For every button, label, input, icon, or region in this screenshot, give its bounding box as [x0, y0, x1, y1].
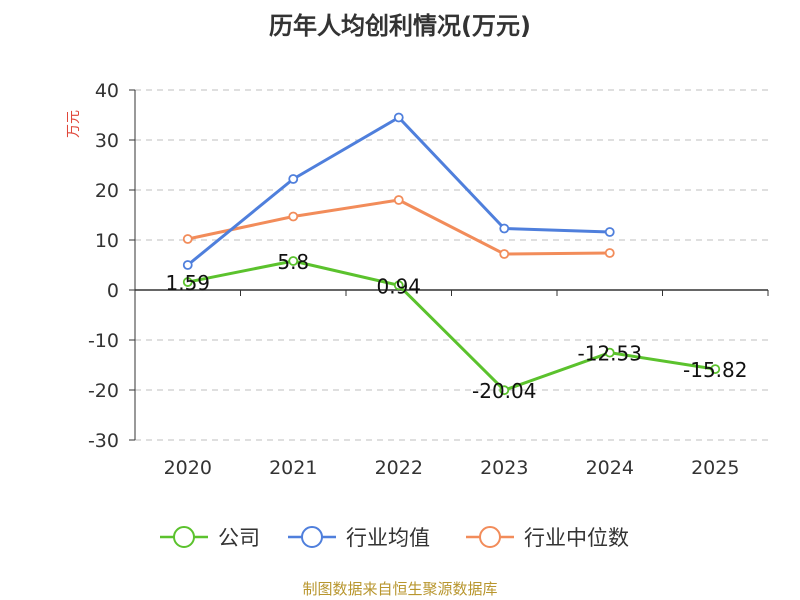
grid-lines: [135, 89, 768, 441]
data-point: [182, 277, 193, 287]
data-label: -20.04: [472, 379, 536, 403]
y-axis-label: 万元: [66, 110, 82, 138]
x-tick-label: 2025: [691, 457, 739, 479]
y-tick-label: 0: [107, 280, 119, 302]
x-tick-label: 2022: [375, 457, 423, 479]
legend-item[interactable]: 行业中位数: [466, 526, 629, 550]
legend-label: 行业均值: [346, 526, 430, 550]
data-label: -15.82: [683, 358, 747, 382]
data-label: -12.53: [578, 342, 642, 366]
data-point: [499, 385, 510, 396]
data-point: [604, 347, 615, 358]
y-tick-label: 40: [95, 80, 119, 102]
x-tick-label: 2021: [269, 457, 317, 479]
y-tick-label: 10: [95, 230, 119, 252]
data-point: [393, 195, 404, 205]
x-tick-label: 2020: [164, 457, 212, 479]
data-point: [604, 227, 615, 237]
legend-item[interactable]: 公司: [160, 526, 260, 550]
x-tick-label: 2024: [586, 457, 634, 479]
axes: 40 30 20 10 0 -10 -20 -30 2020 2021 2022 2023 2024 20…: [88, 80, 769, 479]
data-point: [604, 248, 615, 258]
source-note: 制图数据来自恒生聚源数据库: [302, 580, 498, 598]
data-point: [499, 223, 510, 234]
data-point: [393, 280, 404, 291]
data-label: 5.8: [277, 250, 309, 274]
data-point: [288, 211, 299, 222]
legend-label: 行业中位数: [524, 526, 629, 550]
series-line: [187, 259, 716, 392]
legend-marker-icon: [301, 526, 323, 548]
y-tick-label: 20: [95, 180, 119, 202]
legend-label: 公司: [218, 526, 260, 550]
chart-title: 历年人均创利情况(万元): [269, 12, 531, 40]
legend: 公司 行业均值 行业中位数: [160, 526, 629, 550]
y-tick-label: 30: [95, 130, 119, 152]
legend-marker-icon: [173, 526, 195, 548]
series-lines: [182, 112, 721, 396]
data-point: [499, 249, 510, 259]
data-point: [288, 174, 299, 184]
data-point: [288, 256, 299, 266]
data-labels: 1.59 5.8 0.94 -20.04 -12.53 -15.82: [165, 250, 747, 403]
data-point: [393, 112, 404, 123]
data-point: [182, 234, 193, 244]
y-tick-label: -30: [88, 430, 119, 452]
data-label: 1.59: [165, 271, 210, 295]
data-point: [710, 364, 721, 375]
legend-marker-icon: [479, 526, 501, 548]
y-tick-label: -10: [88, 330, 119, 352]
series-line: [187, 198, 610, 256]
legend-item[interactable]: 行业均值: [288, 526, 430, 550]
y-tick-label: -20: [88, 380, 119, 402]
data-point: [182, 260, 193, 270]
x-tick-label: 2023: [480, 457, 528, 479]
data-label: 0.94: [376, 274, 421, 298]
